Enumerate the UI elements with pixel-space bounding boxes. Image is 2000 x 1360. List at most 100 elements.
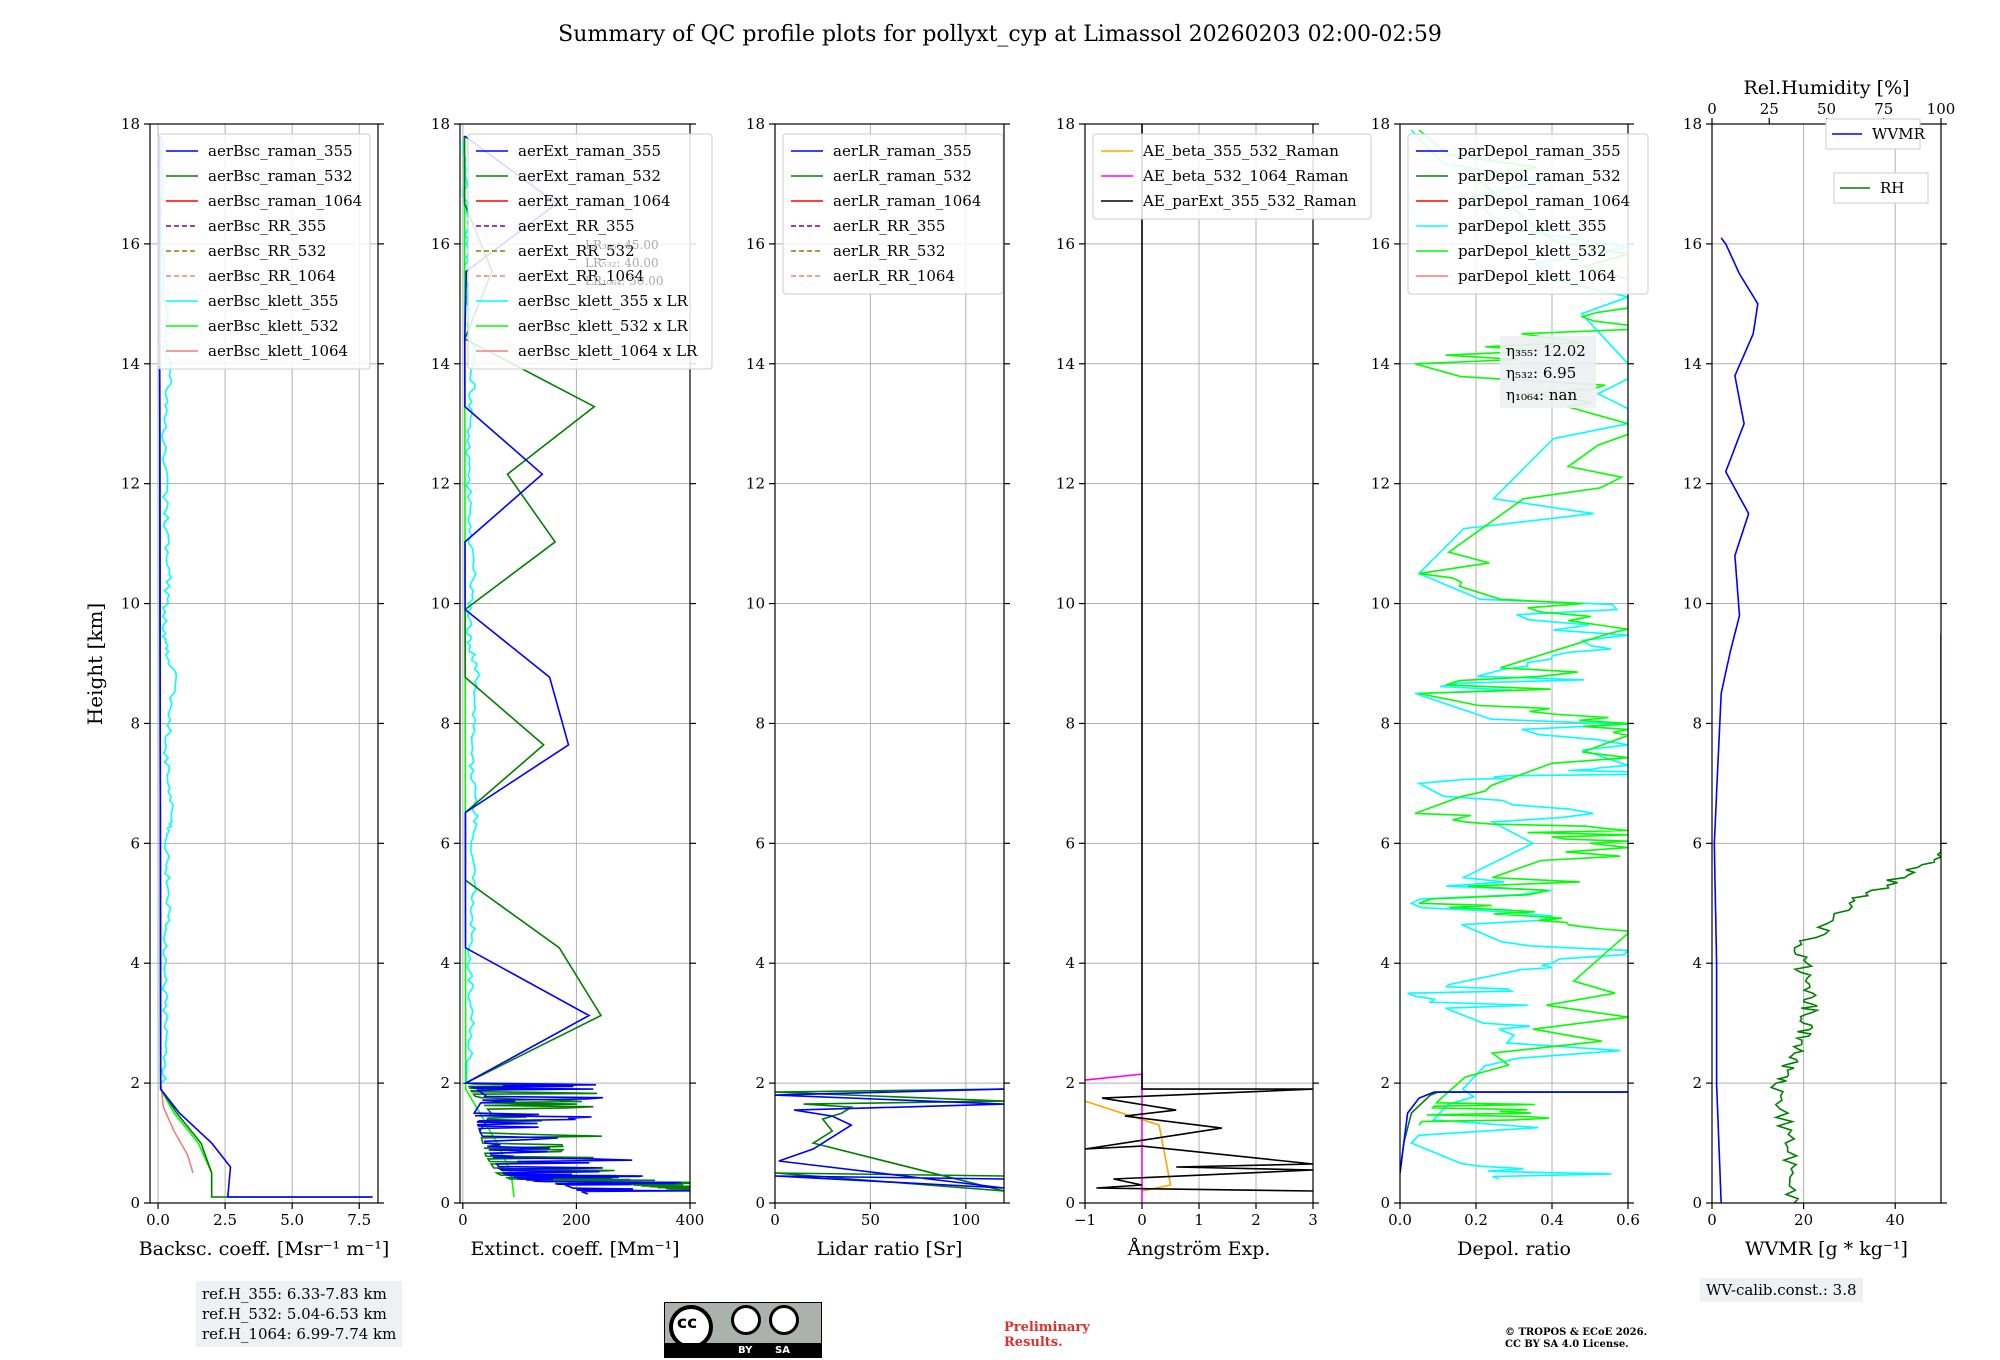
- y-tick-label: 8: [440, 714, 450, 732]
- y-tick-label: 8: [1380, 714, 1390, 732]
- y-tick-label: 0: [755, 1194, 765, 1212]
- y-tick-label: 12: [746, 475, 765, 493]
- secondary-tick-label: 100: [1927, 100, 1956, 118]
- series-aerExt_raman_355: [462, 135, 690, 1195]
- x-tick-label: 100: [952, 1211, 981, 1229]
- y-tick-label: 10: [1683, 595, 1702, 613]
- y-tick-label: 8: [1692, 714, 1702, 732]
- y-tick-label: 6: [1692, 834, 1702, 852]
- axes-frame: [1399, 123, 1629, 1204]
- legend-box: [782, 133, 1004, 295]
- legend-entry: aerLR_RR_532: [833, 242, 945, 260]
- series-group: [1085, 124, 1313, 1203]
- x-tick-label: 1: [1194, 1211, 1204, 1229]
- y-tick-label: 10: [431, 595, 450, 613]
- x-tick-label: −1: [1074, 1211, 1096, 1229]
- sa-share-icon: [769, 1305, 799, 1335]
- copyright-line-1: © TROPOS & ECoE 2026.: [1505, 1327, 1648, 1338]
- y-tick-label: 14: [1056, 355, 1075, 373]
- y-tick-label: 12: [121, 475, 140, 493]
- x-tick-label: 400: [676, 1211, 705, 1229]
- y-tick-label: 8: [1065, 714, 1075, 732]
- legend-entry: aerBsc_klett_1064: [208, 342, 348, 360]
- lr-annotation: LR₃₅₅: 45.00: [585, 238, 659, 252]
- copyright-line-2: CC BY SA 4.0 License.: [1505, 1339, 1629, 1350]
- ref-height-532: ref.H_532: 5.04-6.53 km: [202, 1305, 387, 1323]
- x-tick-label: 2.5: [213, 1211, 237, 1229]
- secondary-tick-label: 50: [1817, 100, 1836, 118]
- preliminary-line-2: Results.: [1004, 1335, 1063, 1350]
- y-tick-label: 0: [1692, 1194, 1702, 1212]
- legend-entry: aerLR_RR_355: [833, 217, 945, 235]
- series-parDepol_klett_532: [1414, 129, 1628, 1126]
- y-tick-label: 6: [130, 834, 140, 852]
- legend-box: [157, 133, 371, 370]
- preliminary-note: Preliminary Results.: [1004, 1320, 1090, 1350]
- y-tick-label: 4: [440, 954, 450, 972]
- x-tick-label: 3: [1308, 1211, 1318, 1229]
- series-AE_parExt_355_532_Raman: [1085, 124, 1313, 1192]
- y-tick-label: 14: [1683, 355, 1702, 373]
- y-tick-label: 6: [1065, 834, 1075, 852]
- panel-depol: 0 2 4 6 8 10 12 14 16 18 0.0 0.2 0.4 0.6 Depol. ratio p…: [1371, 115, 1649, 1260]
- legend-entry: aerLR_RR_1064: [833, 267, 955, 285]
- legend-box: [1092, 133, 1372, 220]
- y-tick-label: 16: [746, 235, 765, 253]
- series-group: [1713, 237, 1941, 1203]
- eta-annotation: η₃₅₅: 12.02: [1506, 342, 1586, 360]
- y-tick-label: 2: [755, 1074, 765, 1092]
- lr-annotation: LR₁₀₆₄: 50.00: [585, 274, 663, 288]
- panel-bsc: 0 2 4 6 8 10 12 14 16 18 0.0 2.5 5.0 7.5 Backsc. coeff…: [121, 115, 389, 1260]
- reference-heights-box: ref.H_355: 6.33-7.83 km ref.H_532: 5.04-…: [196, 1281, 403, 1347]
- x-tick-label: 0.4: [1540, 1211, 1564, 1229]
- y-tick-label: 10: [1371, 595, 1390, 613]
- legend-entry: aerBsc_klett_532 x LR: [518, 317, 689, 335]
- legend-entry: aerLR_raman_355: [833, 142, 972, 160]
- series-WVMR: [1713, 237, 1759, 1203]
- y-tick-label: 4: [130, 954, 140, 972]
- y-tick-label: 0: [1065, 1194, 1075, 1212]
- legend-entry: aerBsc_raman_532: [208, 167, 353, 185]
- legend-entry: parDepol_raman_355: [1458, 142, 1621, 160]
- y-tick-label: 14: [121, 355, 140, 373]
- y-tick-label: 2: [440, 1074, 450, 1092]
- y-tick-label: 10: [746, 595, 765, 613]
- ref-height-355: ref.H_355: 6.33-7.83 km: [202, 1285, 387, 1303]
- legend-entry: aerBsc_RR_1064: [208, 267, 336, 285]
- y-tick-label: 6: [755, 834, 765, 852]
- y-tick-label: 4: [1065, 954, 1075, 972]
- legend-entry: parDepol_klett_1064: [1458, 267, 1616, 285]
- x-tick-label: 50: [861, 1211, 880, 1229]
- legend-entry: aerLR_raman_532: [833, 167, 972, 185]
- y-tick-label: 18: [431, 115, 450, 133]
- y-tick-label: 14: [1371, 355, 1390, 373]
- x-axis-label: Lidar ratio [Sr]: [817, 1238, 963, 1260]
- legend-entry: aerExt_RR_1064: [518, 267, 644, 285]
- x-tick-label: 20: [1794, 1211, 1813, 1229]
- legend-entry: parDepol_klett_532: [1458, 242, 1607, 260]
- x-tick-label: 2: [1251, 1211, 1261, 1229]
- legend-entry: aerExt_raman_532: [518, 167, 661, 185]
- preliminary-line-1: Preliminary: [1004, 1320, 1090, 1335]
- y-tick-label: 8: [755, 714, 765, 732]
- eta-annotation: η₅₃₂: 6.95: [1506, 364, 1576, 382]
- secondary-tick-label: 25: [1760, 100, 1779, 118]
- x-tick-label: 5.0: [280, 1211, 304, 1229]
- secondary-tick-label: 75: [1874, 100, 1893, 118]
- series-group: [156, 135, 373, 1198]
- axes-frame: [149, 123, 379, 1204]
- lr-annotation: LR₅₃₂: 40.00: [585, 256, 659, 270]
- y-tick-label: 4: [1380, 954, 1390, 972]
- y-tick-label: 16: [1683, 235, 1702, 253]
- series-RH: [1769, 633, 1941, 1203]
- y-tick-label: 6: [1380, 834, 1390, 852]
- x-axis-label: Depol. ratio: [1457, 1238, 1571, 1260]
- y-tick-label: 2: [1692, 1074, 1702, 1092]
- x-tick-label: 0.2: [1464, 1211, 1488, 1229]
- x-tick-label: 0: [1137, 1211, 1147, 1229]
- secondary-axis-label: Rel.Humidity [%]: [1743, 77, 1909, 99]
- y-tick-label: 4: [755, 954, 765, 972]
- y-tick-label: 0: [130, 1194, 140, 1212]
- legend-entry: parDepol_klett_355: [1458, 217, 1607, 235]
